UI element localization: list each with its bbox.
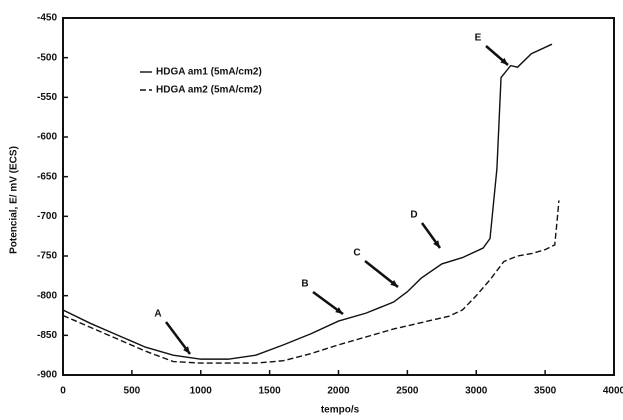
annotation: D — [410, 210, 417, 221]
legend-label: HDGA am1 (5mA/cm2) — [156, 67, 262, 78]
x-tick-label: 2000 — [327, 386, 350, 397]
x-tick-label: 3500 — [534, 386, 557, 397]
y-tick-label: -600 — [37, 132, 57, 143]
x-tick-label: 1500 — [259, 386, 282, 397]
y-tick-label: -500 — [37, 52, 57, 63]
line-series — [62, 43, 553, 360]
annotation: E — [475, 33, 482, 44]
y-tick-label: -750 — [37, 251, 57, 262]
x-tick-label: 4000 — [603, 386, 623, 397]
legend-label: HDGA am2 (5mA/cm2) — [156, 85, 262, 96]
arrow-head — [390, 279, 398, 287]
y-tick-label: -850 — [37, 330, 57, 341]
annotation: B — [301, 279, 308, 290]
arrow-head — [183, 346, 190, 354]
y-tick-label: -800 — [37, 290, 57, 301]
x-tick-label: 3000 — [465, 386, 488, 397]
arrow-head — [500, 57, 508, 65]
annotation: A — [154, 309, 161, 320]
y-axis-label: Potencial, E/ mV (ECS) — [9, 146, 20, 254]
x-tick-label: 500 — [124, 386, 141, 397]
y-tick-label: -650 — [37, 171, 57, 182]
y-tick-label: -900 — [37, 370, 57, 381]
arrow-head — [335, 307, 343, 314]
annotation: C — [353, 248, 360, 259]
x-tick-label: 1000 — [190, 386, 213, 397]
y-tick-label: -550 — [37, 92, 57, 103]
line-series — [62, 200, 560, 364]
x-tick-label: 0 — [60, 386, 66, 397]
x-tick-label: 2500 — [396, 386, 419, 397]
arrow-head — [433, 240, 440, 248]
x-axis-label: tempo/s — [321, 405, 360, 416]
y-tick-label: -450 — [37, 13, 57, 24]
y-tick-label: -700 — [37, 211, 57, 222]
